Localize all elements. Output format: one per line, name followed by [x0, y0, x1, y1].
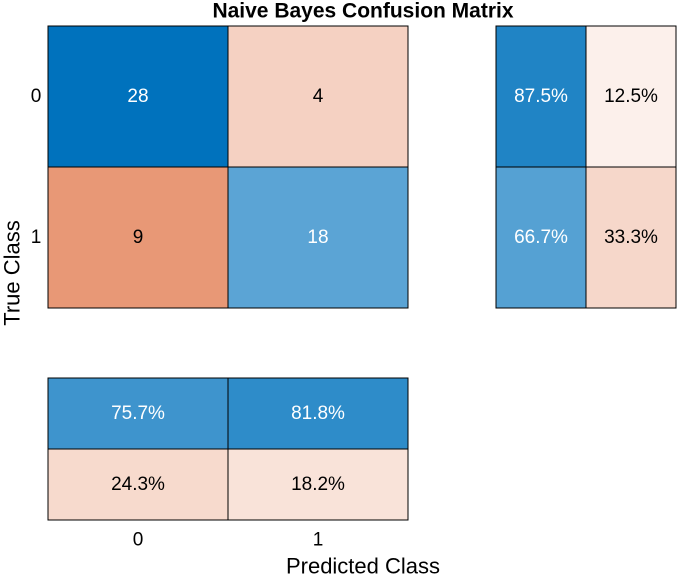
matrix-r0-c0-cell — [47, 25, 229, 168]
x-tick-label: 1 — [313, 530, 324, 551]
matrix-r1-c1-cell — [227, 166, 409, 309]
col-summary-r1-c1-label: 18.2% — [291, 474, 345, 495]
chart-title: Naive Bayes Confusion Matrix — [212, 0, 513, 23]
row-summary: 87.5% 12.5% 66.7% 33.3% — [495, 25, 677, 309]
row-summary-r1-c1-cell — [585, 166, 677, 309]
row-summary-r1-c1-label: 33.3% — [604, 227, 658, 248]
row-summary-r0-c0-cell — [495, 25, 587, 168]
matrix-r1-c1-label: 18 — [307, 227, 328, 248]
confusion-matrix: 28 4 9 18 — [47, 25, 409, 309]
matrix-r0-c0-label: 28 — [127, 86, 148, 107]
row-summary-r1-c0-label: 66.7% — [514, 227, 568, 248]
matrix-r1-c0-label: 9 — [133, 227, 144, 248]
row-summary-r1-c0-cell — [495, 166, 587, 309]
col-summary-r0-c1-cell — [227, 377, 409, 450]
col-summary-r1-c0-label: 24.3% — [111, 474, 165, 495]
x-axis-label: Predicted Class — [286, 554, 440, 576]
y-tick-label: 0 — [31, 86, 42, 107]
row-summary-r0-c0-label: 87.5% — [514, 86, 568, 107]
row-summary-r0-c1-cell — [585, 25, 677, 168]
matrix-r0-c1-label: 4 — [313, 86, 324, 107]
col-summary-r1-c1-cell — [227, 448, 409, 521]
col-summary-r0-c1-label: 81.8% — [291, 403, 345, 424]
row-summary-r0-c1-label: 12.5% — [604, 86, 658, 107]
matrix-r0-c1-cell — [227, 25, 409, 168]
column-summary: 75.7% 81.8% 24.3% 18.2% — [47, 377, 409, 521]
axis-ticks: 0 1 0 1 — [31, 86, 324, 551]
x-tick-label: 0 — [133, 530, 144, 551]
col-summary-r0-c0-label: 75.7% — [111, 403, 165, 424]
matrix-r1-c0-cell — [47, 166, 229, 309]
y-tick-label: 1 — [31, 227, 42, 248]
y-axis-label: True Class — [0, 220, 25, 326]
